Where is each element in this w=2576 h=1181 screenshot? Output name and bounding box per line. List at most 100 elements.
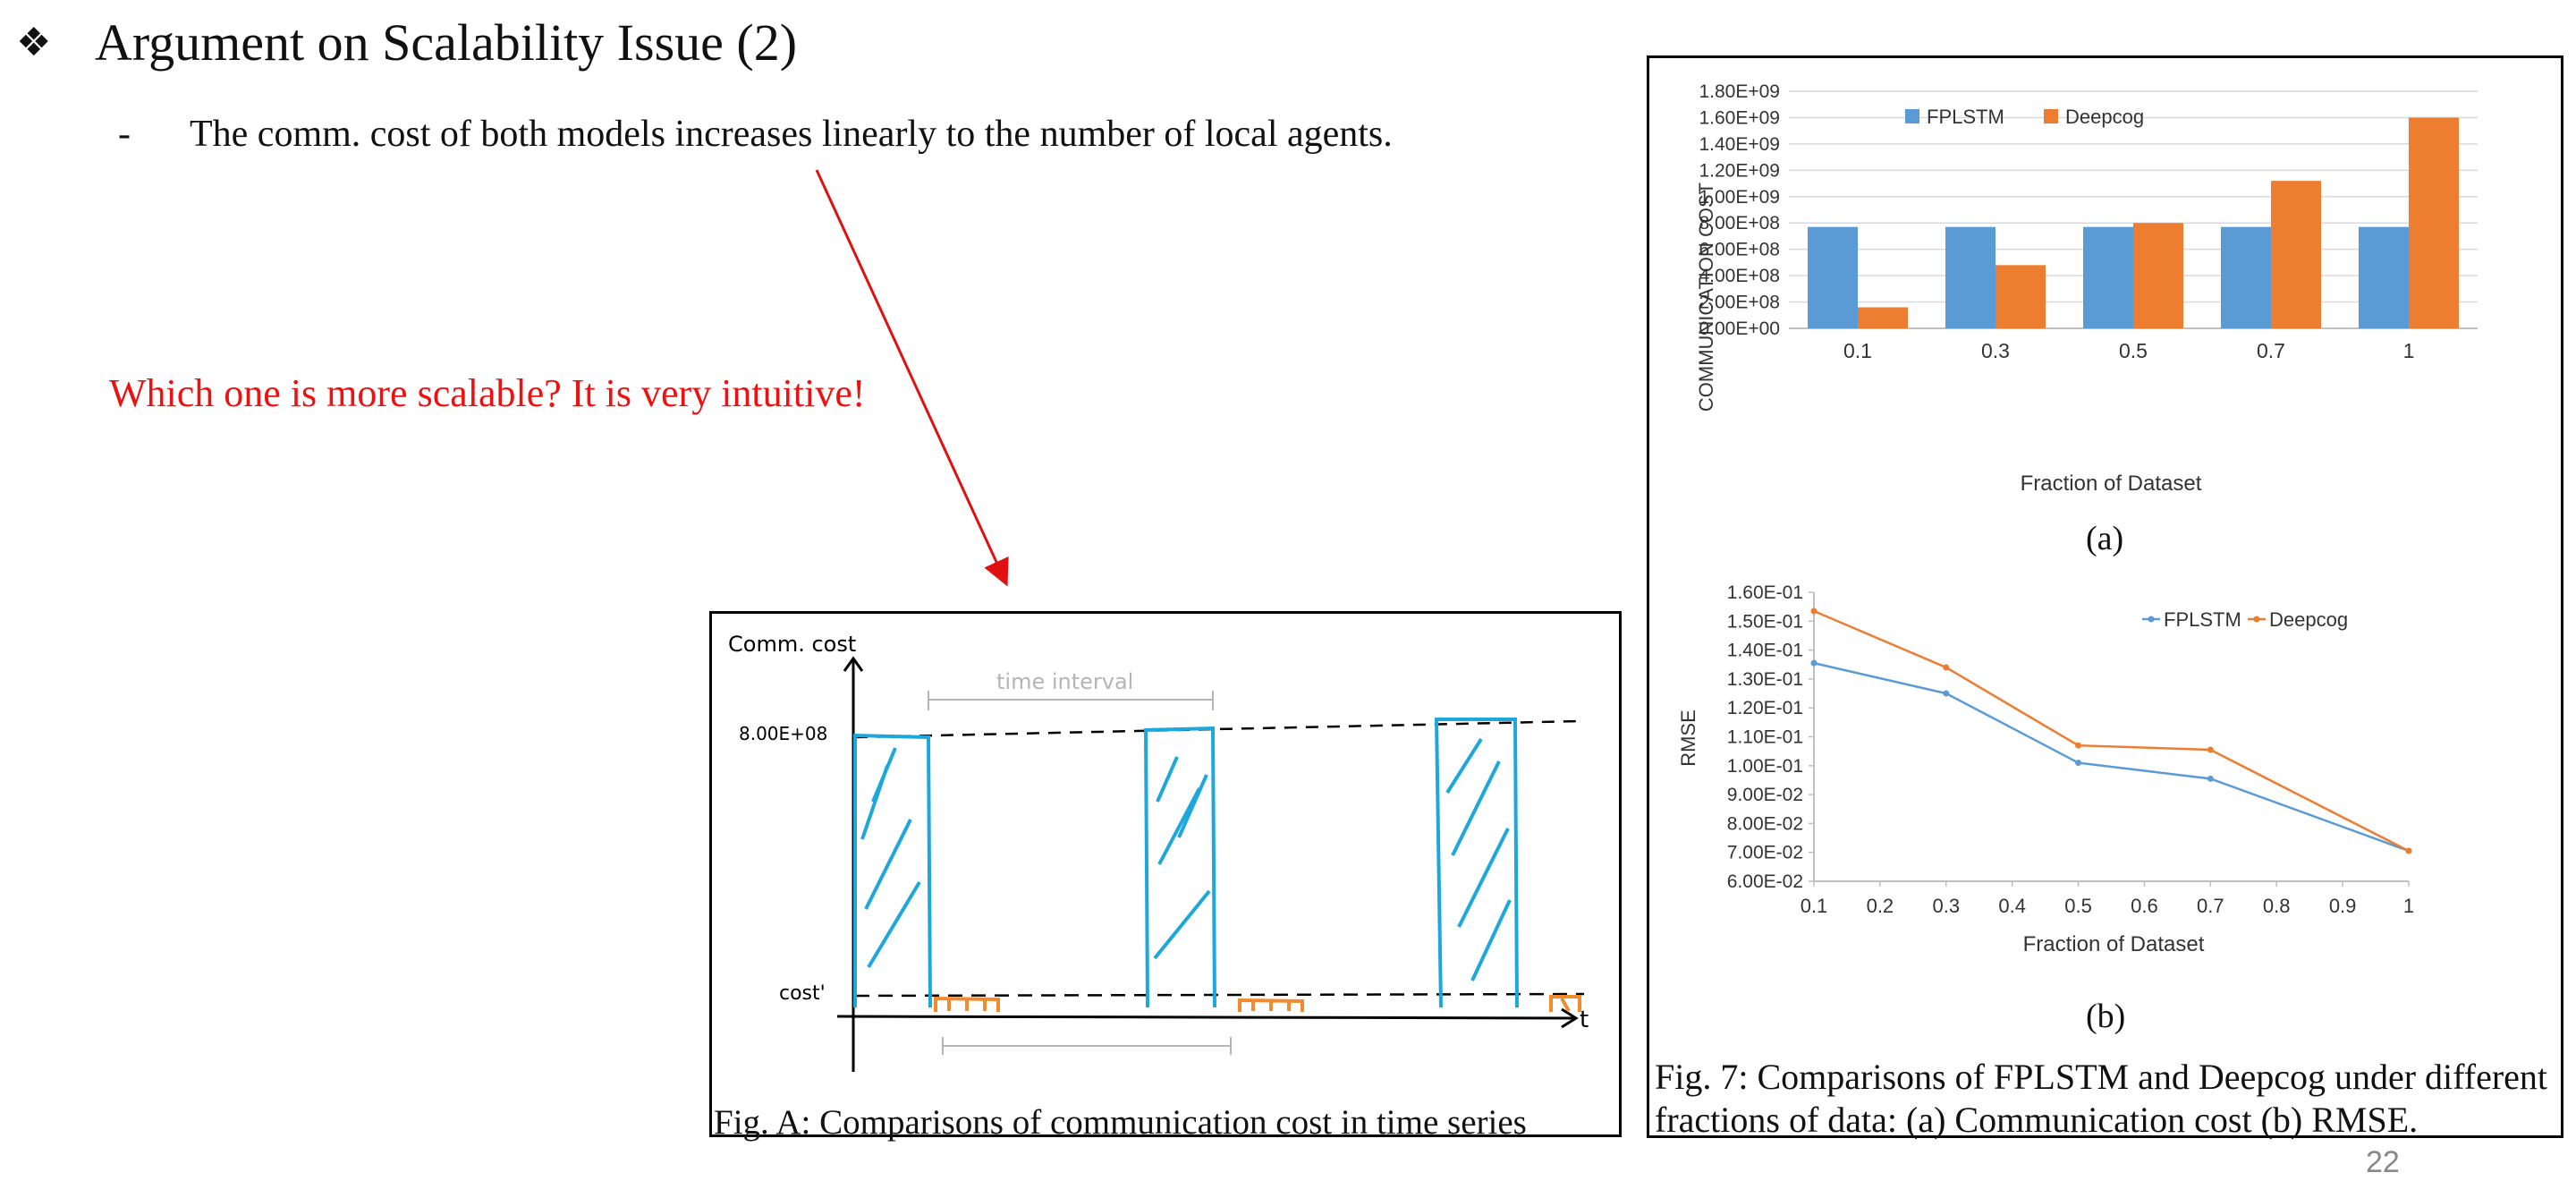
bar-chart-y-tick: 0.00E+00 (1699, 319, 1780, 339)
line-chart-y-tick: 1.60E-01 (1727, 582, 1803, 603)
legend-swatch-deepcog (2044, 109, 2058, 123)
diamond-bullet-icon: ❖ (16, 20, 52, 65)
bar-fplstm-0.5 (2083, 226, 2133, 328)
figure-7-box (1647, 55, 2563, 1138)
sketch-high-tick: 8.00E+08 (739, 723, 827, 744)
sketch-low-bars (934, 995, 1581, 1012)
bar-chart-y-tick: 4.00E+08 (1699, 266, 1780, 286)
line-chart-x-tick: 0.1 (1801, 895, 1828, 917)
legend-swatch-fplstm (1905, 109, 1919, 123)
sketch-drawing: Comm. cost 8.00E+08 cost' t time interva… (728, 632, 1589, 1072)
line-chart-x-tick: 0.4 (1998, 895, 2026, 917)
sketch-y-label: Comm. cost (728, 632, 856, 657)
point-fplstm-0.3 (1943, 690, 1950, 697)
point-fplstm-0.5 (2075, 760, 2082, 767)
sketch-high-bar-2 (1143, 726, 1216, 1008)
line-chart-x-tick: 0.5 (2064, 895, 2092, 917)
point-deepcog-0.3 (1943, 664, 1950, 671)
point-deepcog-1 (2405, 847, 2412, 854)
line-chart-y-tick: 1.50E-01 (1727, 611, 1803, 632)
bar-chart-y-tick: 8.00E+08 (1699, 213, 1780, 234)
line-chart-x-tick: 0.2 (1867, 895, 1894, 917)
line-chart-x-tick: 0.9 (2329, 895, 2357, 917)
sketch-low-bar-3 (1549, 995, 1581, 1012)
sketch-high-bar-3 (1434, 718, 1519, 1008)
bar-chart-y-tick: 2.00E+08 (1699, 293, 1780, 313)
line-chart-y-tick: 1.40E-01 (1727, 641, 1803, 661)
legend-marker-fplstm (2148, 616, 2155, 623)
bar-chart-x-tick: 0.5 (2119, 339, 2148, 362)
bar-fplstm-1 (2359, 226, 2409, 328)
subfigure-label-a: (a) (2086, 520, 2124, 557)
sketch-figure: Comm. cost 8.00E+08 cost' t time interva… (709, 611, 1622, 1137)
sketch-low-bar-1 (934, 996, 1000, 1012)
point-fplstm-0.1 (1810, 659, 1818, 667)
sketch-high-bars (853, 718, 1519, 1008)
bar-chart-x-tick: 0.7 (2257, 339, 2285, 362)
slide-title-row: ❖ Argument on Scalability Issue (2) (16, 13, 797, 72)
bar-deepcog-0.5 (2133, 223, 2183, 328)
line-chart-x-tick: 0.7 (2197, 895, 2224, 917)
legend-marker-deepcog (2253, 616, 2260, 623)
line-chart-x-tick: 1 (2403, 895, 2414, 917)
point-deepcog-0.1 (1810, 607, 1818, 615)
line-series-deepcog (1813, 609, 2410, 853)
bar-deepcog-0.1 (1858, 307, 1908, 328)
sketch-x-axis (836, 1015, 1576, 1020)
sketch-low-bar-2 (1238, 998, 1304, 1012)
dash-marker: - (118, 114, 131, 155)
line-chart-y-tick: 7.00E-02 (1727, 843, 1803, 863)
bar-chart-y-tick: 6.00E+08 (1699, 240, 1780, 260)
bar-chart-x-label: Fraction of Dataset (2021, 472, 2202, 496)
point-fplstm-0.7 (2207, 775, 2214, 782)
bar-chart-y-tick: 1.40E+09 (1699, 134, 1780, 155)
line-chart-x-tick: 0.8 (2263, 895, 2291, 917)
line-chart-y-tick: 1.30E-01 (1727, 669, 1803, 690)
bar-fplstm-0.1 (1808, 226, 1858, 328)
bar-chart-x-tick: 0.3 (1981, 339, 2010, 362)
bar-chart-y-tick: 1.00E+09 (1699, 187, 1780, 208)
legend-label-fplstm: FPLSTM (2164, 608, 2241, 631)
figure-7-caption: Fig. 7: Comparisons of FPLSTM and Deepco… (1655, 1057, 2548, 1140)
line-chart-y-tick: 8.00E-02 (1727, 813, 1803, 834)
bar-chart-x-tick: 1 (2403, 339, 2415, 362)
line-chart-x-tick: 0.6 (2131, 895, 2158, 917)
subfigure-label-b: (b) (2086, 998, 2126, 1035)
point-deepcog-0.7 (2207, 746, 2214, 753)
bar-fplstm-0.7 (2221, 226, 2271, 328)
line-chart-y-label: RMSE (1677, 709, 1699, 767)
sketch-y-arrow (843, 656, 864, 672)
sketch-low-level-line (854, 992, 1585, 998)
line-chart-y-tick: 1.20E-01 (1727, 698, 1803, 718)
point-deepcog-0.5 (2075, 742, 2082, 749)
bar-deepcog-0.3 (1996, 265, 2046, 328)
sketch-low-tick: cost' (779, 982, 826, 1005)
sketch-caption: Fig. A: Comparisons of communication cos… (714, 1103, 1527, 1142)
interval-label: time interval (996, 669, 1133, 694)
bar-chart-y-label: COMMUNICATION COST (1695, 183, 1717, 412)
line-chart-y-tick: 1.10E-01 (1727, 727, 1803, 748)
sub-bullet-text: The comm. cost of both models increases … (190, 114, 1393, 155)
bar-chart-y-tick: 1.80E+09 (1699, 81, 1780, 102)
line-series-fplstm (1813, 661, 2410, 853)
sketch-high-level-line (854, 719, 1580, 739)
bar-fplstm-0.3 (1945, 226, 1996, 328)
communication-cost-bar-chart: 0.00E+00 2.00E+08 4.00E+08 6.00E+08 8.00E+08… (1695, 81, 2478, 496)
legend-label-deepcog: Deepcog (2269, 608, 2348, 631)
bar-chart-y-tick: 1.60E+09 (1699, 107, 1780, 128)
rmse-line-chart: 6.00E-02 7.00E-02 8.00E-02 9.00E-02 1.00E-01… (1677, 582, 2414, 956)
line-chart-x-tick: 0.3 (1932, 895, 1960, 917)
page-number: 22 (2366, 1145, 2400, 1179)
slide-title: Argument on Scalability Issue (2) (95, 13, 798, 72)
line-chart-y-tick: 1.00E-01 (1727, 756, 1803, 777)
sketch-high-bar-1 (853, 733, 932, 1008)
line-chart-y-tick: 9.00E-02 (1727, 785, 1803, 805)
bar-chart-x-tick: 0.1 (1843, 339, 1872, 362)
line-chart-x-label: Fraction of Dataset (2023, 932, 2205, 956)
line-chart-y-tick: 6.00E-02 (1727, 871, 1803, 892)
sub-bullet: - The comm. cost of both models increase… (118, 113, 1393, 156)
sketch-x-label: t (1580, 1007, 1589, 1033)
bar-deepcog-1 (2409, 117, 2459, 328)
sketch-x-arrow (1561, 1007, 1579, 1029)
bar-deepcog-0.7 (2271, 181, 2321, 328)
